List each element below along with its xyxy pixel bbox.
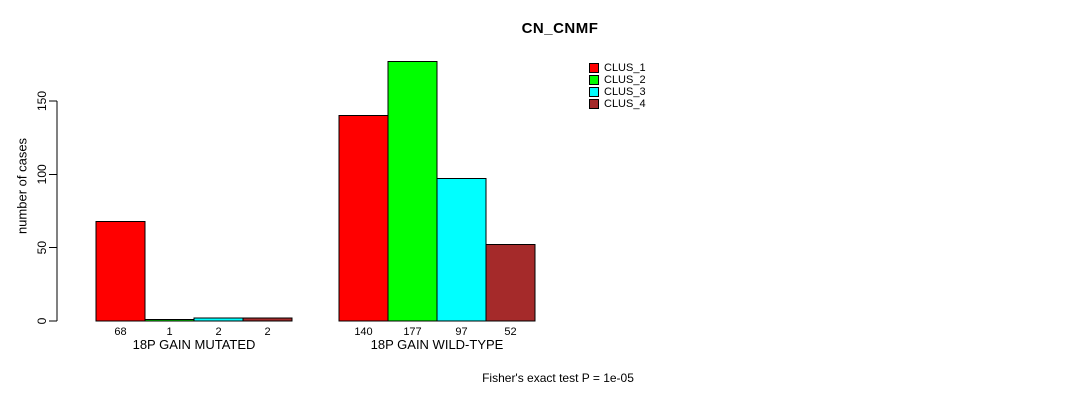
legend-item: CLUS_4 <box>589 98 646 110</box>
bar <box>387 60 438 322</box>
legend-label: CLUS_2 <box>604 74 646 86</box>
group-label: 18P GAIN MUTATED <box>133 337 256 352</box>
legend-label: CLUS_4 <box>604 98 646 110</box>
y-tick-label: 150 <box>35 91 49 111</box>
legend-swatch <box>589 99 599 109</box>
bar-value-label: 52 <box>504 326 516 338</box>
y-tick-label: 50 <box>35 241 49 255</box>
stats-annotation: Fisher's exact test P = 1e-05 <box>482 371 634 385</box>
legend-item: CLUS_1 <box>589 62 646 74</box>
y-tick-label: 100 <box>35 164 49 184</box>
bar <box>485 244 536 322</box>
legend-label: CLUS_1 <box>604 62 646 74</box>
y-tick-label: 0 <box>35 317 49 324</box>
bar-value-label: 68 <box>114 326 126 338</box>
legend-swatch <box>589 87 599 97</box>
bar-value-label: 2 <box>215 326 221 338</box>
legend-item: CLUS_3 <box>589 86 646 98</box>
bar <box>242 317 293 322</box>
bar <box>144 319 195 322</box>
bar-value-label: 1 <box>166 326 172 338</box>
legend-item: CLUS_2 <box>589 74 646 86</box>
bar-value-label: 97 <box>455 326 467 338</box>
bar <box>338 115 389 322</box>
legend-swatch <box>589 75 599 85</box>
bar-value-label: 2 <box>264 326 270 338</box>
bar <box>193 317 244 322</box>
legend-swatch <box>589 63 599 73</box>
bar <box>95 220 146 322</box>
legend-label: CLUS_3 <box>604 86 646 98</box>
group-label: 18P GAIN WILD-TYPE <box>371 337 504 352</box>
bar-value-label: 177 <box>403 326 421 338</box>
legend: CLUS_1 CLUS_2 CLUS_3 CLUS_4 <box>589 62 646 110</box>
bar <box>436 178 487 322</box>
bar-value-label: 140 <box>354 326 372 338</box>
chart-title: CN_CNMF <box>521 20 599 37</box>
